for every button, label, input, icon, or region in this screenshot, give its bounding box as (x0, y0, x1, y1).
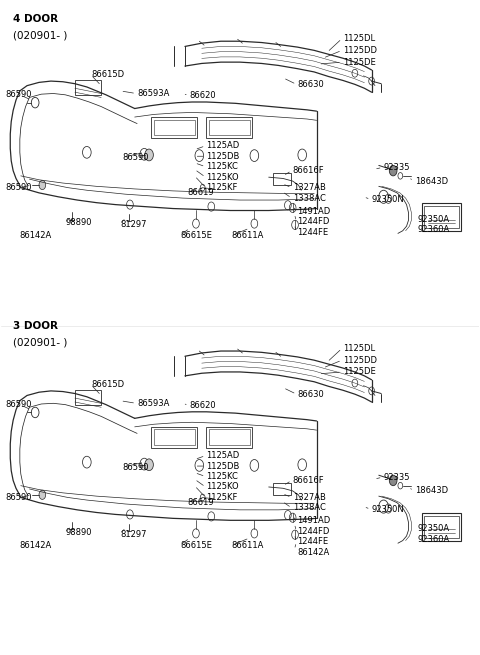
Text: 1491AD: 1491AD (298, 517, 331, 525)
Text: 81297: 81297 (120, 219, 147, 229)
Text: 1125KC: 1125KC (206, 472, 239, 481)
Text: 1125KF: 1125KF (206, 183, 238, 192)
Text: 1125DE: 1125DE (343, 58, 376, 67)
Text: 86593A: 86593A (137, 89, 169, 98)
Circle shape (145, 459, 154, 471)
Text: 86611A: 86611A (231, 231, 264, 240)
Bar (273, 483, 291, 495)
Text: 86620: 86620 (190, 401, 216, 410)
Text: 86590: 86590 (123, 463, 149, 472)
Text: 86630: 86630 (298, 80, 324, 89)
Text: 86142A: 86142A (20, 231, 52, 240)
Text: (020901- ): (020901- ) (12, 337, 67, 347)
Text: 86616F: 86616F (293, 166, 324, 175)
Text: 1125DL: 1125DL (343, 34, 375, 43)
Circle shape (389, 476, 397, 485)
Text: 92350N: 92350N (372, 195, 404, 204)
Text: 3 DOOR: 3 DOOR (12, 321, 58, 331)
Text: 1338AC: 1338AC (293, 194, 325, 202)
Circle shape (39, 490, 46, 499)
Circle shape (39, 180, 46, 189)
Text: 81297: 81297 (120, 529, 147, 538)
Circle shape (389, 166, 397, 176)
Text: 86620: 86620 (190, 91, 216, 100)
Bar (422, 513, 461, 540)
Text: 86590: 86590 (5, 493, 32, 502)
Text: 1327AB: 1327AB (293, 493, 325, 502)
Text: 1125DE: 1125DE (343, 367, 376, 377)
Text: 1125DL: 1125DL (343, 344, 375, 353)
Text: 1125DD: 1125DD (343, 46, 377, 55)
Text: 18643D: 18643D (415, 487, 448, 495)
Text: 1244FE: 1244FE (298, 537, 328, 546)
Text: 1327AB: 1327AB (293, 183, 325, 192)
Bar (206, 427, 252, 448)
Text: 1125AD: 1125AD (206, 451, 240, 460)
Text: 92350N: 92350N (372, 505, 404, 514)
Text: 98890: 98890 (65, 218, 92, 227)
Text: 92360A: 92360A (417, 534, 449, 544)
Text: 86615D: 86615D (92, 70, 125, 79)
Text: 1244FD: 1244FD (298, 527, 330, 536)
Text: 92335: 92335 (384, 163, 410, 172)
Bar (206, 117, 252, 138)
Text: 4 DOOR: 4 DOOR (12, 14, 58, 24)
Text: 86615E: 86615E (180, 231, 212, 240)
Bar (152, 117, 197, 138)
Text: 1125KO: 1125KO (206, 173, 239, 181)
Bar (209, 430, 250, 445)
Text: 92350A: 92350A (417, 214, 449, 223)
Bar (75, 81, 101, 95)
Text: 1125KF: 1125KF (206, 493, 238, 502)
Bar (75, 390, 101, 405)
Text: 86590: 86590 (5, 90, 32, 100)
Text: 86619: 86619 (187, 498, 214, 507)
Text: 1125KO: 1125KO (206, 483, 239, 491)
Bar (424, 206, 459, 228)
Text: 1244FD: 1244FD (298, 217, 330, 226)
Bar (209, 120, 250, 136)
Bar (154, 120, 194, 136)
Bar (273, 174, 291, 185)
Text: 1338AC: 1338AC (293, 504, 325, 512)
Bar (154, 430, 194, 445)
Text: 86590: 86590 (123, 153, 149, 162)
Text: 1125DB: 1125DB (206, 462, 240, 470)
Text: 86616F: 86616F (293, 476, 324, 485)
Text: 92360A: 92360A (417, 225, 449, 234)
Text: 86142A: 86142A (298, 548, 330, 557)
Text: 86615D: 86615D (92, 380, 125, 389)
Text: 1125KC: 1125KC (206, 162, 239, 171)
Text: (020901- ): (020901- ) (12, 30, 67, 40)
Text: 1244FE: 1244FE (298, 227, 328, 236)
Text: 92335: 92335 (384, 473, 410, 481)
Bar (422, 203, 461, 231)
Bar (424, 515, 459, 538)
Text: 1125DB: 1125DB (206, 152, 240, 160)
Text: 86590: 86590 (5, 183, 32, 192)
Text: 1125AD: 1125AD (206, 141, 240, 150)
Text: 86619: 86619 (187, 189, 214, 197)
Text: 92350A: 92350A (417, 524, 449, 533)
Circle shape (145, 149, 154, 161)
Text: 98890: 98890 (65, 528, 92, 537)
Text: 86611A: 86611A (231, 541, 264, 550)
Text: 86142A: 86142A (20, 541, 52, 550)
Text: 86615E: 86615E (180, 541, 212, 550)
Text: 1491AD: 1491AD (298, 207, 331, 215)
Text: 18643D: 18643D (415, 177, 448, 185)
Text: 86593A: 86593A (137, 399, 169, 408)
Text: 86630: 86630 (298, 390, 324, 399)
Bar (152, 427, 197, 448)
Text: 86590: 86590 (5, 400, 32, 409)
Text: 1125DD: 1125DD (343, 356, 377, 365)
